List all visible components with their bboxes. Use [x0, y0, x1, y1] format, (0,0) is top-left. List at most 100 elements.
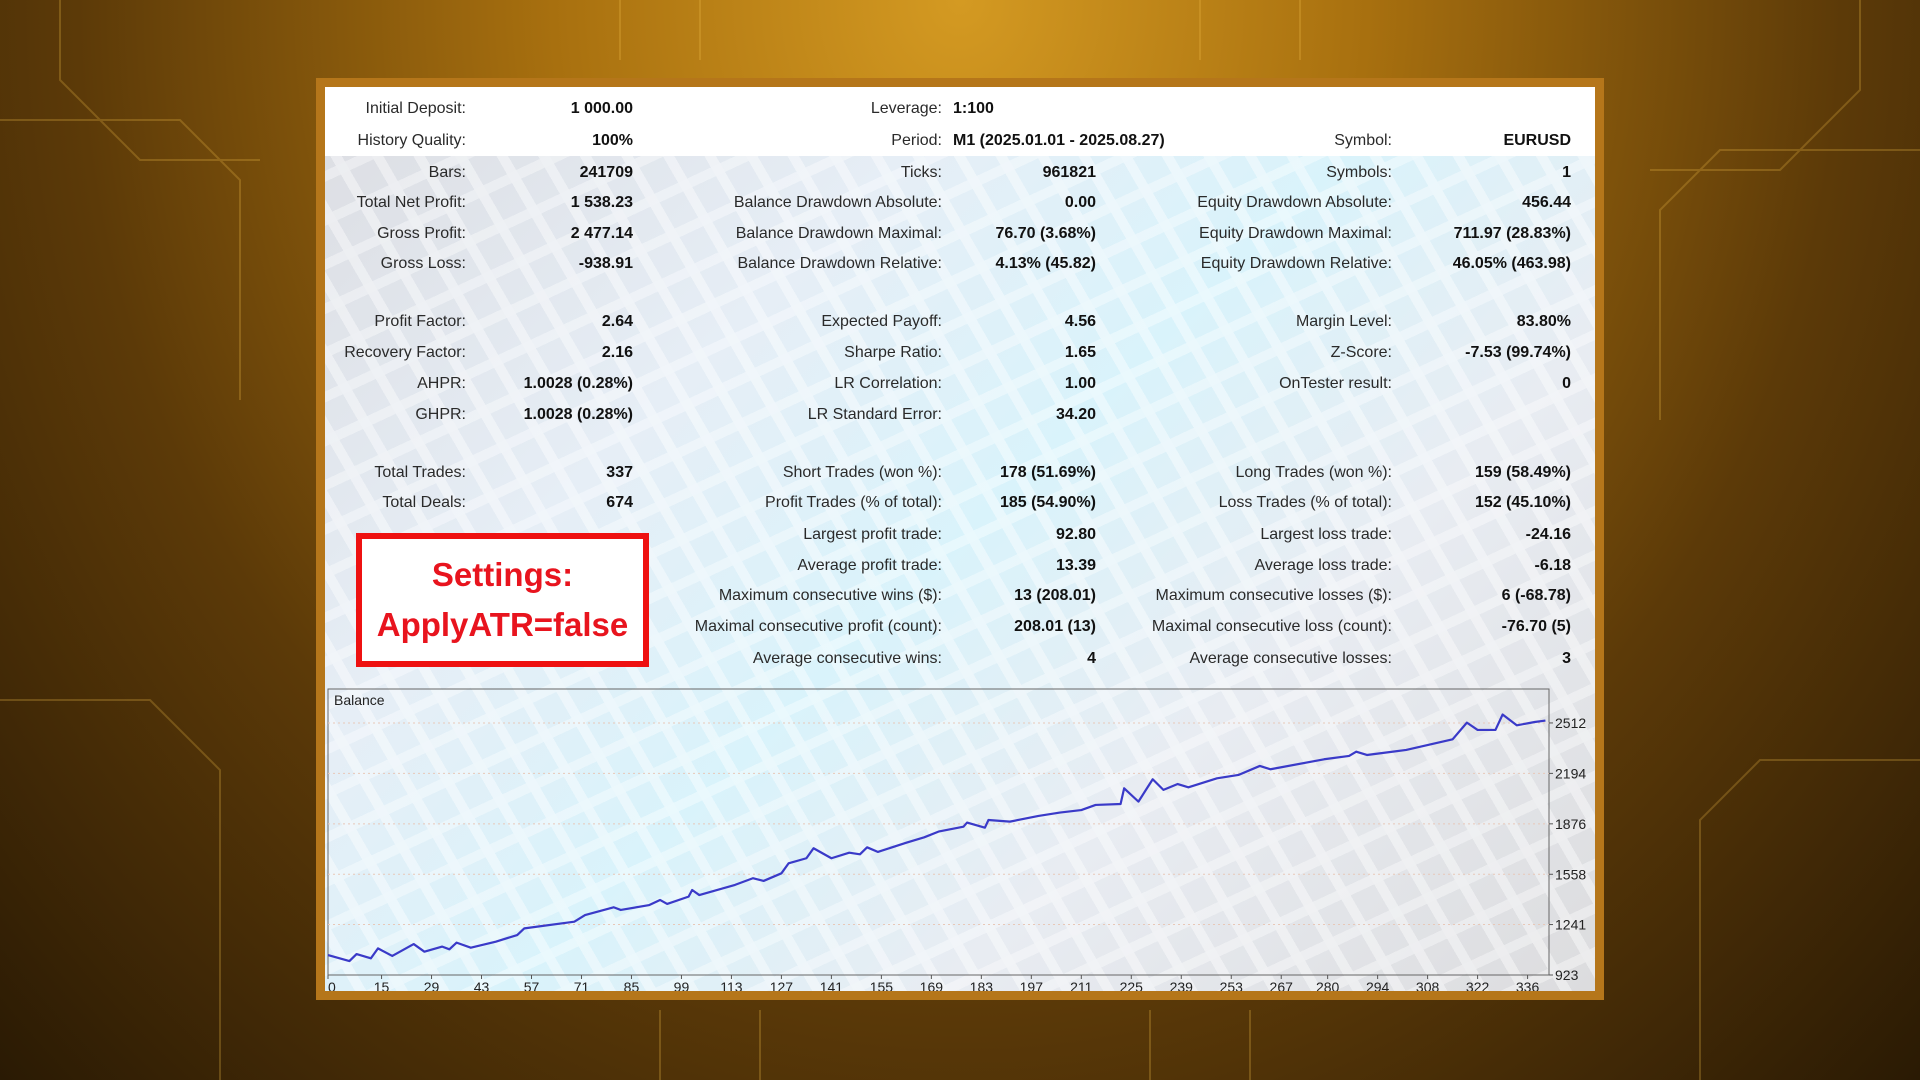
y-tick-label: 923: [1555, 967, 1579, 983]
x-tick-label: 169: [920, 979, 944, 991]
balance-drawdown-relative-label: Balance Drawdown Relative:: [737, 255, 942, 272]
x-tick-label: 71: [574, 979, 590, 991]
loss-trades-of-total-label: Loss Trades (% of total):: [1218, 494, 1392, 511]
equity-drawdown-maximal-label: Equity Drawdown Maximal:: [1199, 225, 1392, 242]
lr-correlation-value: 1.00: [1064, 375, 1096, 392]
ontester-result-label: OnTester result:: [1279, 375, 1392, 392]
maximal-consecutive-loss-count-value: -76.70 (5): [1501, 618, 1571, 635]
average-profit-trade-value: 13.39: [1055, 557, 1096, 574]
balance-drawdown-absolute-value: 0.00: [1064, 194, 1096, 211]
loss-trades-of-total-value: 152 (45.10%): [1474, 494, 1571, 511]
maximal-consecutive-profit-count-value: 208.01 (13): [1014, 618, 1096, 635]
x-tick-label: 113: [720, 979, 743, 991]
x-tick-label: 253: [1220, 979, 1244, 991]
equity-drawdown-relative-value: 46.05% (463.98): [1452, 255, 1571, 272]
short-trades-won-label: Short Trades (won %):: [782, 464, 942, 481]
history-quality-value: 100%: [592, 132, 633, 149]
profit-factor-label: Profit Factor:: [374, 313, 466, 330]
leverage-label: Leverage:: [870, 100, 942, 117]
x-tick-label: 225: [1120, 979, 1144, 991]
maximum-consecutive-wins-label: Maximum consecutive wins ($):: [718, 587, 942, 604]
largest-profit-trade-label: Largest profit trade:: [803, 526, 942, 543]
x-tick-label: 85: [624, 979, 640, 991]
gross-loss-label: Gross Loss:: [380, 255, 466, 272]
largest-loss-trade-label: Largest loss trade:: [1260, 526, 1392, 543]
x-tick-label: 155: [870, 979, 894, 991]
x-tick-label: 294: [1366, 979, 1390, 991]
largest-profit-trade-value: 92.80: [1055, 526, 1096, 543]
period-label: Period:: [891, 132, 942, 149]
maximal-consecutive-profit-count-label: Maximal consecutive profit (count):: [694, 618, 942, 635]
initial-deposit-value: 1 000.00: [570, 100, 633, 117]
ahpr-label: AHPR:: [417, 375, 466, 392]
profit-trades-of-total-value: 185 (54.90%): [999, 494, 1096, 511]
maximum-consecutive-losses-value: 6 (-68.78): [1501, 587, 1571, 604]
x-tick-label: 29: [424, 979, 440, 991]
x-tick-label: 267: [1270, 979, 1294, 991]
plot-area: [327, 688, 1550, 976]
x-tick-label: 57: [524, 979, 540, 991]
x-tick-label: 197: [1020, 979, 1044, 991]
expected-payoff-value: 4.56: [1064, 313, 1096, 330]
settings-title: Settings:: [431, 556, 574, 593]
ghpr-value: 1.0028 (0.28%): [523, 406, 633, 423]
y-tick-label: 1558: [1555, 866, 1586, 882]
total-net-profit-label: Total Net Profit:: [356, 194, 466, 211]
y-tick-label: 2194: [1555, 765, 1586, 781]
x-tick-label: 0: [328, 979, 336, 991]
balance-drawdown-maximal-label: Balance Drawdown Maximal:: [735, 225, 942, 242]
z-score-value: -7.53 (99.74%): [1465, 344, 1571, 361]
x-tick-label: 211: [1070, 979, 1093, 991]
x-tick-label: 141: [820, 979, 844, 991]
x-tick-label: 322: [1466, 979, 1490, 991]
equity-drawdown-absolute-label: Equity Drawdown Absolute:: [1197, 194, 1392, 211]
x-tick-label: 336: [1516, 979, 1540, 991]
ticks-label: Ticks:: [900, 164, 942, 181]
short-trades-won-value: 178 (51.69%): [999, 464, 1096, 481]
average-loss-trade-label: Average loss trade:: [1254, 557, 1392, 574]
profit-trades-of-total-label: Profit Trades (% of total):: [765, 494, 942, 511]
x-tick-label: 239: [1170, 979, 1194, 991]
period-value: M1 (2025.01.01 - 2025.08.27): [953, 132, 1165, 149]
x-tick-label: 183: [970, 979, 994, 991]
y-tick-label: 2512: [1555, 715, 1586, 731]
y-tick-label: 1241: [1555, 917, 1586, 933]
lr-standard-error-value: 34.20: [1055, 406, 1096, 423]
x-tick-label: 127: [770, 979, 794, 991]
x-tick-label: 280: [1316, 979, 1340, 991]
margin-level-value: 83.80%: [1516, 313, 1571, 330]
recovery-factor-label: Recovery Factor:: [344, 344, 466, 361]
gross-profit-value: 2 477.14: [570, 225, 633, 242]
sharpe-ratio-value: 1.65: [1064, 344, 1096, 361]
maximum-consecutive-losses-label: Maximum consecutive losses ($):: [1155, 587, 1392, 604]
margin-level-label: Margin Level:: [1295, 313, 1392, 330]
x-tick-label: 43: [474, 979, 490, 991]
largest-loss-trade-value: -24.16: [1525, 526, 1571, 543]
balance-chart: 923 1241 1558 1876 2194 2512 0 15 29 43 57 71 85 99 11…: [327, 688, 1586, 991]
symbols-value: 1: [1562, 164, 1571, 181]
maximum-consecutive-wins-value: 13 (208.01): [1014, 587, 1096, 604]
total-deals-label: Total Deals:: [382, 494, 466, 511]
x-tick-label: 308: [1416, 979, 1440, 991]
z-score-label: Z-Score:: [1330, 344, 1392, 361]
strategy-tester-report: Initial Deposit: 1 000.00 Leverage: 1:100 Hi…: [316, 78, 1604, 1000]
equity-drawdown-maximal-value: 711.97 (28.83%): [1453, 225, 1571, 242]
average-consecutive-wins-label: Average consecutive wins:: [752, 650, 942, 667]
leverage-value: 1:100: [953, 100, 994, 117]
bars-label: Bars:: [428, 164, 466, 181]
lr-correlation-label: LR Correlation:: [834, 375, 942, 392]
equity-drawdown-absolute-value: 456.44: [1522, 194, 1571, 211]
total-net-profit-value: 1 538.23: [570, 194, 633, 211]
settings-callout: Settings: ApplyATR=false: [356, 533, 649, 667]
report-header: [325, 87, 1595, 156]
lr-standard-error-label: LR Standard Error:: [807, 406, 942, 423]
average-consecutive-losses-value: 3: [1562, 650, 1571, 667]
settings-value: ApplyATR=false: [376, 606, 629, 643]
initial-deposit-label: Initial Deposit:: [365, 100, 467, 117]
average-consecutive-wins-value: 4: [1087, 650, 1096, 667]
maximal-consecutive-loss-count-label: Maximal consecutive loss (count):: [1151, 618, 1392, 635]
balance-drawdown-maximal-value: 76.70 (3.68%): [995, 225, 1096, 242]
ticks-value: 961821: [1042, 164, 1096, 181]
total-trades-label: Total Trades:: [374, 464, 466, 481]
